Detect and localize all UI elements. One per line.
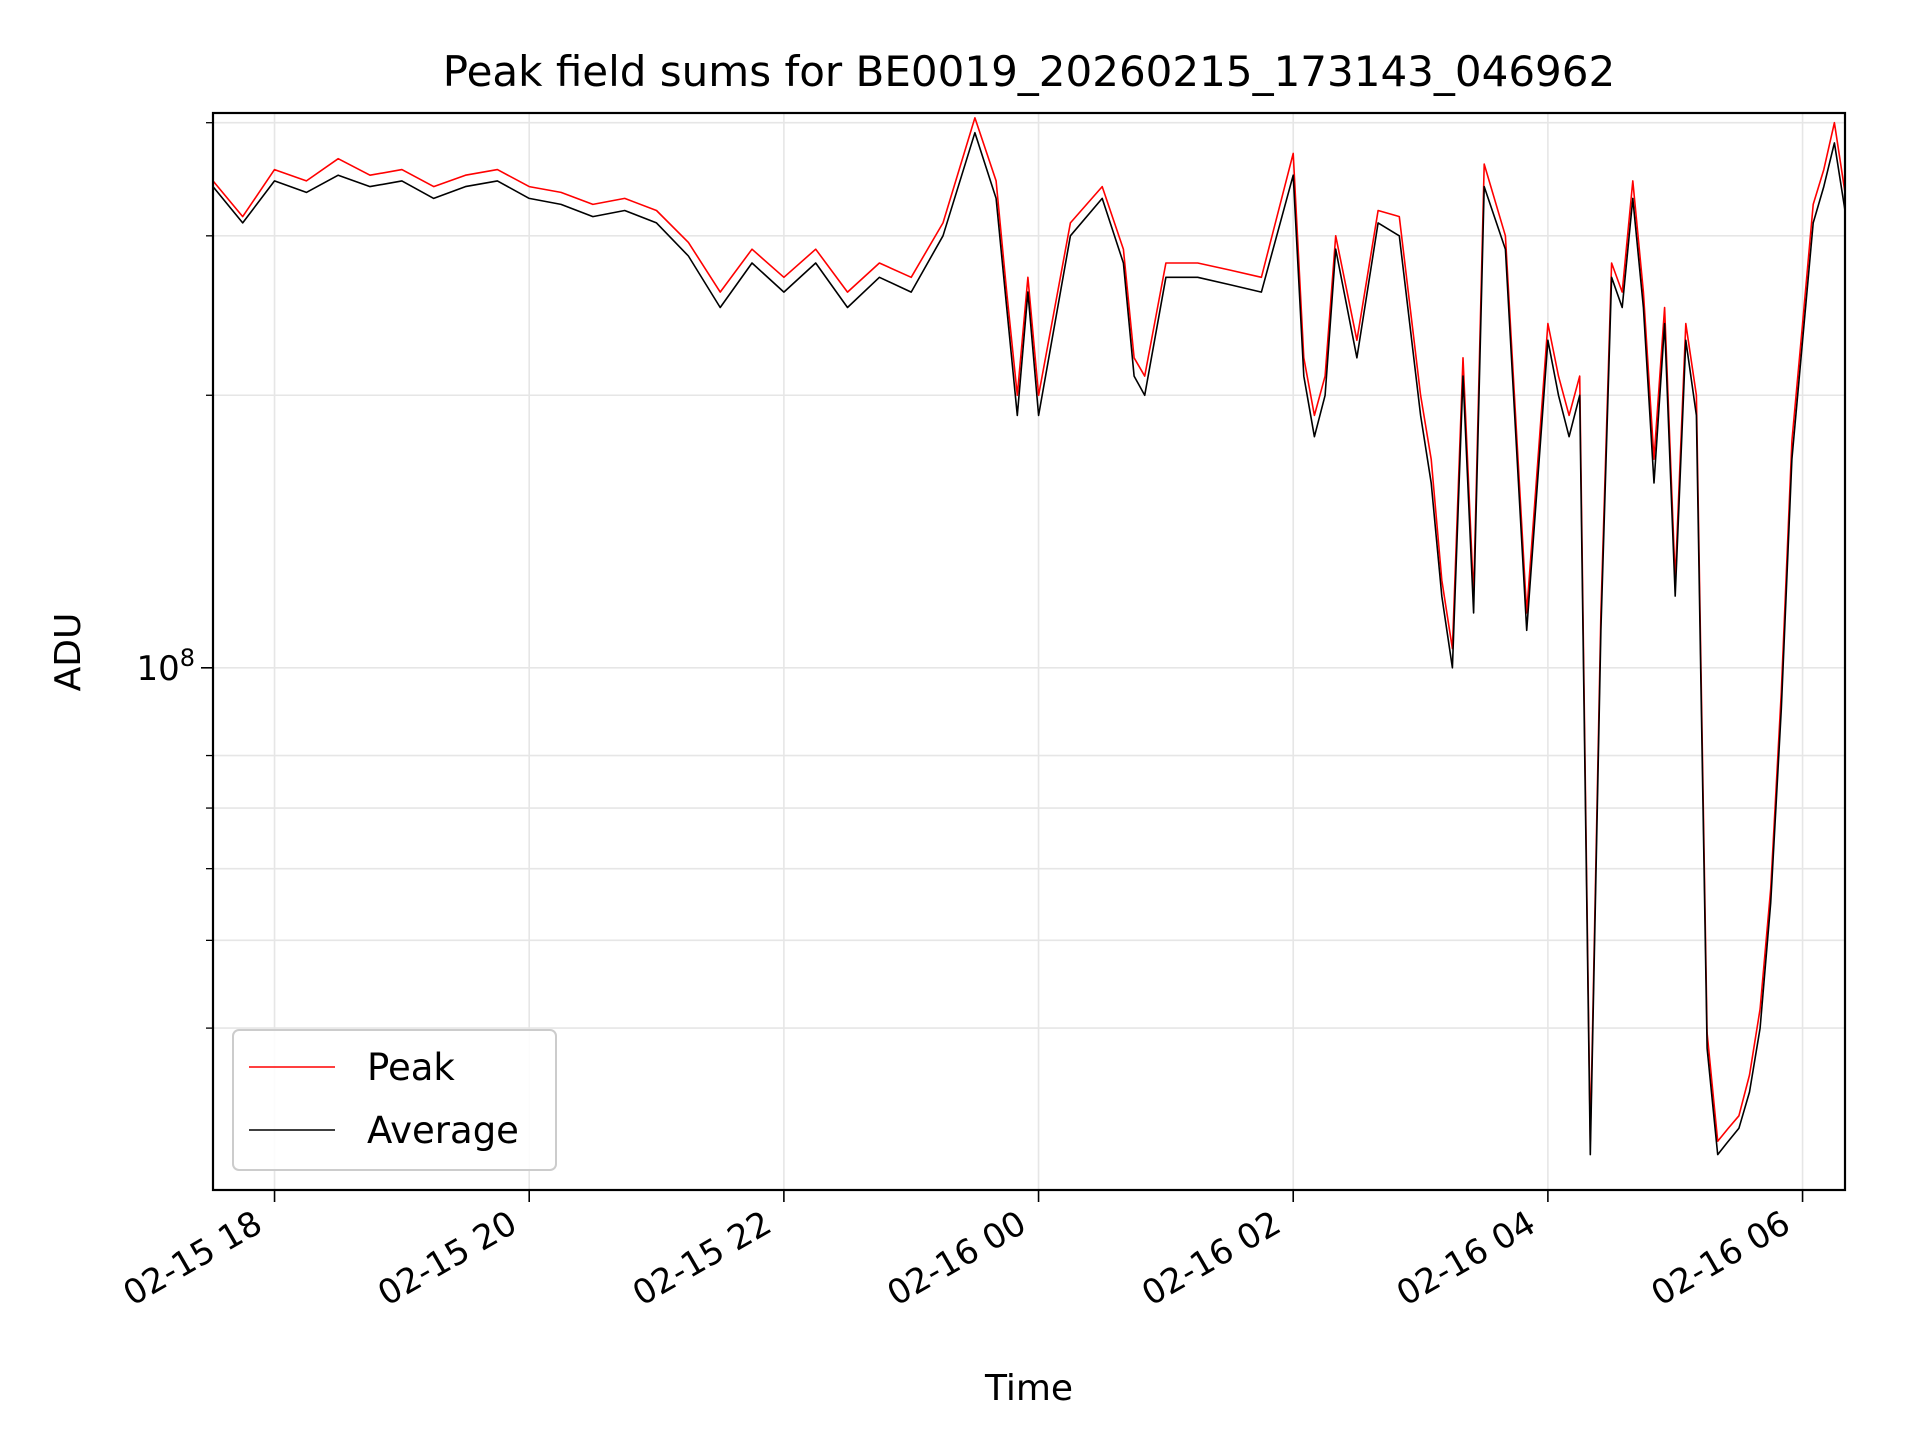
legend: Peak Average: [232, 1029, 557, 1171]
x-axis-label: Time: [984, 1368, 1073, 1409]
average-series-line: [212, 131, 1846, 1156]
y-tick-label: 108: [136, 644, 195, 689]
legend-box: [232, 1029, 557, 1171]
chart-title: Peak field sums for BE0019_20260215_1731…: [443, 47, 1615, 96]
legend-peak-label: Peak: [367, 1046, 455, 1089]
peak-series-line: [212, 117, 1846, 1142]
series-layer: [212, 117, 1846, 1156]
plot-frame: [211, 111, 1847, 1192]
y-axis-label: ADU: [48, 613, 89, 692]
legend-average-label: Average: [367, 1109, 519, 1152]
y-axis: 108: [136, 122, 213, 1029]
grid: [213, 113, 1845, 1190]
